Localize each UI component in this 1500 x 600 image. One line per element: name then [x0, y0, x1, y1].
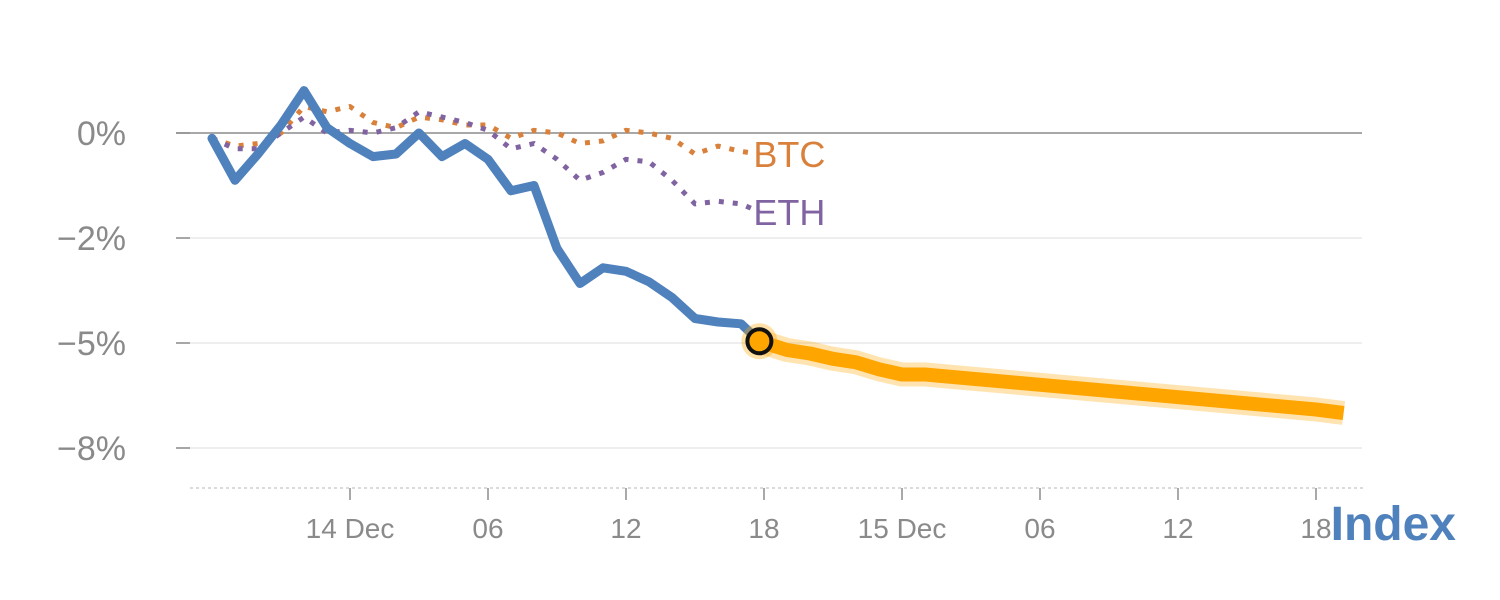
series-layer [207, 86, 1346, 425]
x-tick-label: 18 [1300, 513, 1331, 544]
x-tick-label: 14 Dec [306, 513, 395, 544]
axis-layer: 0% −2% −5% −8% 14 Dec 06 12 18 15 Dec 06 12 18 [57, 115, 1366, 544]
current-point-marker [745, 327, 774, 356]
y-tick-label: 0% [77, 115, 126, 153]
y-tick-label: −8% [57, 430, 126, 468]
x-tick-label: 18 [748, 513, 779, 544]
x-tick-label: 12 [610, 513, 641, 544]
y-tick-label: −2% [57, 220, 126, 258]
series-line-projection [757, 334, 1345, 420]
series-label-eth: ETH [753, 192, 825, 233]
x-tick-label: 15 Dec [858, 513, 947, 544]
y-tick-label: −5% [57, 325, 126, 363]
series-label-btc: BTC [753, 134, 825, 175]
series-line-btc [211, 104, 760, 157]
series-line-index [207, 86, 764, 346]
x-tick-label: 12 [1162, 513, 1193, 544]
index-corner-label: Index [1331, 498, 1457, 551]
x-tick-label: 06 [472, 513, 503, 544]
x-tick-label: 06 [1024, 513, 1055, 544]
label-layer: Index BTC ETH [753, 134, 1456, 551]
